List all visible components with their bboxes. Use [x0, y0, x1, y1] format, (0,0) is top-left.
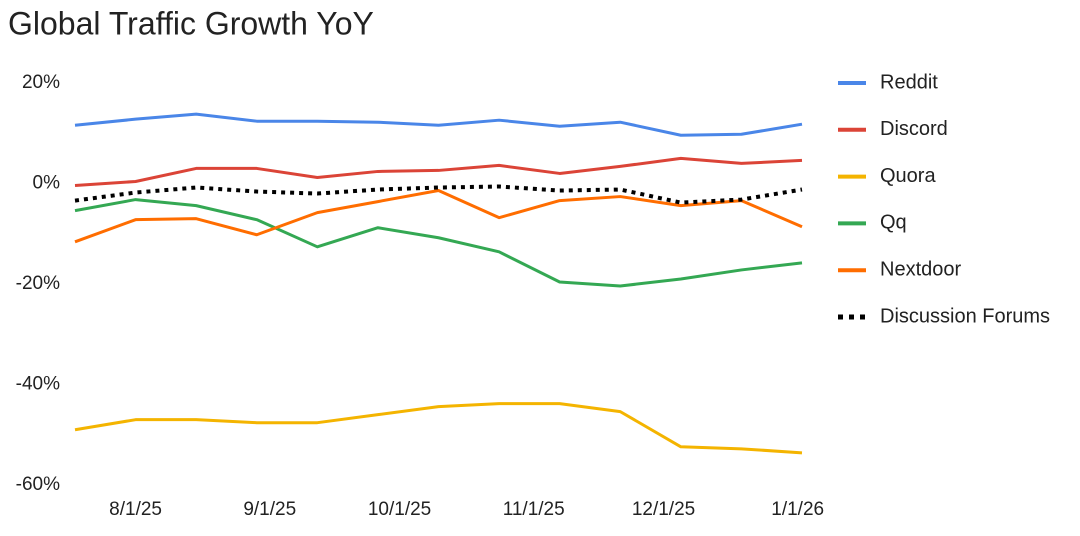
- series-line: [74, 156, 803, 188]
- y-tick-label: -20%: [16, 273, 60, 294]
- x-tick-label: 8/1/25: [109, 499, 162, 520]
- y-tick-label: -60%: [16, 474, 60, 495]
- legend-label: Discord: [880, 118, 948, 140]
- series-line: [74, 184, 803, 205]
- y-tick-label: 0%: [33, 173, 61, 194]
- y-tick-label: 20%: [22, 72, 60, 93]
- series-line: [74, 189, 803, 244]
- x-tick-label: 12/1/25: [632, 499, 695, 520]
- x-tick-label: 9/1/25: [243, 499, 296, 520]
- x-tick-label: 10/1/25: [368, 499, 431, 520]
- legend-label: Nextdoor: [880, 258, 961, 280]
- legend-label: Discussion Forums: [880, 305, 1050, 327]
- legend-label: Qq: [880, 212, 907, 234]
- chart-title: Global Traffic Growth YoY: [8, 5, 374, 41]
- series-line: [74, 402, 803, 455]
- legend-label: Reddit: [880, 71, 938, 93]
- y-tick-label: -40%: [16, 374, 60, 395]
- x-tick-label: 11/1/25: [503, 499, 565, 520]
- x-tick-label: 1/1/26: [771, 499, 824, 520]
- series-line: [74, 112, 803, 137]
- legend-label: Quora: [880, 165, 936, 187]
- series-line: [74, 198, 803, 288]
